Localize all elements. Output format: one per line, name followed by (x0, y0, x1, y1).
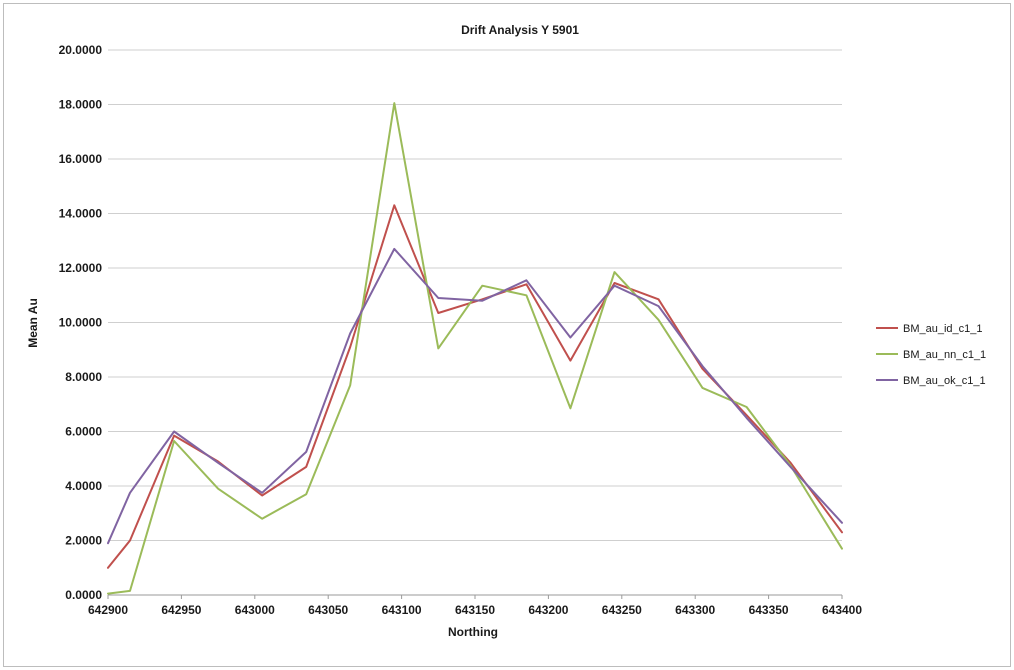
legend: BM_au_id_c1_1 BM_au_nn_c1_1 BM_au_ok_c1_1 (876, 323, 986, 387)
y-axis-title: Mean Au (26, 298, 40, 348)
series-line-BM_au_id_c1_1 (107, 204, 843, 569)
legend-label: BM_au_ok_c1_1 (903, 375, 986, 387)
x-tick-label: 643000 (235, 603, 275, 617)
y-tick-label: 0.0000 (65, 588, 102, 602)
y-tick-label: 20.0000 (59, 43, 103, 57)
gridlines (107, 49, 843, 599)
x-axis-title: Northing (448, 625, 498, 639)
y-tick-label: 10.0000 (59, 316, 103, 330)
legend-label: BM_au_id_c1_1 (903, 323, 983, 335)
x-tick-label: 643250 (602, 603, 642, 617)
y-tick-label: 6.0000 (65, 425, 102, 439)
x-tick-label: 643150 (455, 603, 495, 617)
x-tick-label: 643200 (528, 603, 568, 617)
x-tick-labels: 642900 642950 643000 643050 643100 643150 6432… (88, 603, 862, 617)
x-tick-label: 643050 (308, 603, 348, 617)
series-line-BM_au_ok_c1_1 (107, 247, 843, 545)
x-tick-label: 642950 (161, 603, 201, 617)
x-tick-label: 643100 (382, 603, 422, 617)
x-tick-label: 643350 (749, 603, 789, 617)
y-tick-label: 8.0000 (65, 370, 102, 384)
x-tick-label: 643400 (822, 603, 862, 617)
y-tick-label: 2.0000 (65, 534, 102, 548)
chart-frame (3, 3, 1011, 667)
series-lines (107, 102, 843, 595)
y-tick-label: 4.0000 (65, 479, 102, 493)
legend-label: BM_au_nn_c1_1 (903, 349, 986, 361)
series-line-BM_au_nn_c1_1 (107, 102, 843, 595)
y-tick-label: 14.0000 (59, 207, 103, 221)
x-tick-label: 642900 (88, 603, 128, 617)
y-tick-label: 18.0000 (59, 98, 103, 112)
y-tick-label: 12.0000 (59, 261, 103, 275)
x-tick-label: 643300 (675, 603, 715, 617)
y-tick-label: 16.0000 (59, 152, 103, 166)
y-tick-labels: 0.0000 2.0000 4.0000 6.0000 8.0000 10.0000 12.… (59, 43, 103, 602)
chart-title: Drift Analysis Y 5901 (461, 23, 579, 37)
